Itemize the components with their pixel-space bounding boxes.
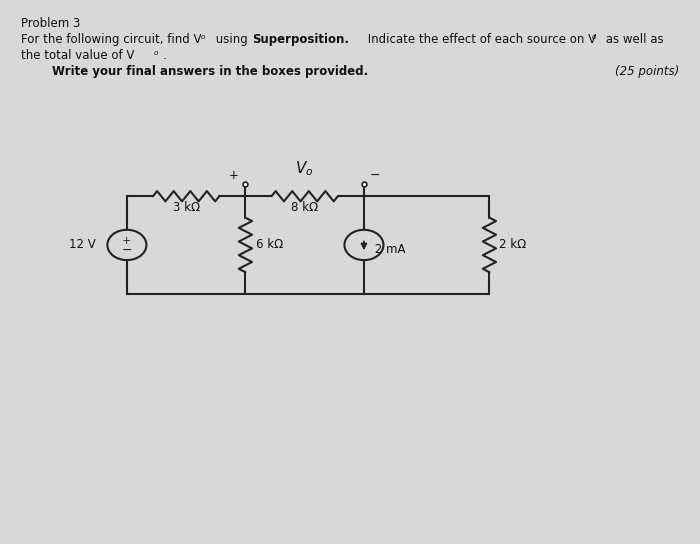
Text: 2 kΩ: 2 kΩ [498, 238, 526, 251]
Text: 2 mA: 2 mA [371, 243, 405, 256]
Text: +: + [122, 236, 132, 245]
Text: Problem 3: Problem 3 [21, 16, 80, 29]
Text: $_o$: $_o$ [153, 48, 159, 58]
Text: 6 kΩ: 6 kΩ [256, 238, 283, 251]
Text: Indicate the effect of each source on V: Indicate the effect of each source on V [364, 33, 596, 46]
Text: Write your final answers in the boxes provided.: Write your final answers in the boxes pr… [52, 65, 368, 78]
Text: 8 kΩ: 8 kΩ [291, 201, 318, 214]
Text: $_o$: $_o$ [591, 32, 597, 42]
Text: the total value of V: the total value of V [21, 49, 134, 62]
Text: using: using [212, 33, 251, 46]
Text: −: − [370, 169, 380, 182]
Text: For the following circuit, find V: For the following circuit, find V [21, 33, 202, 46]
Text: .: . [163, 49, 167, 62]
Text: $_o$: $_o$ [199, 32, 206, 42]
Text: +: + [229, 169, 239, 182]
Text: (25 points): (25 points) [615, 65, 679, 78]
Text: as well as: as well as [602, 33, 664, 46]
Text: −: − [122, 244, 132, 257]
Text: Superposition.: Superposition. [252, 33, 349, 46]
Text: 12 V: 12 V [69, 238, 95, 251]
Text: $V_o$: $V_o$ [295, 159, 314, 178]
Text: 3 kΩ: 3 kΩ [173, 201, 200, 214]
